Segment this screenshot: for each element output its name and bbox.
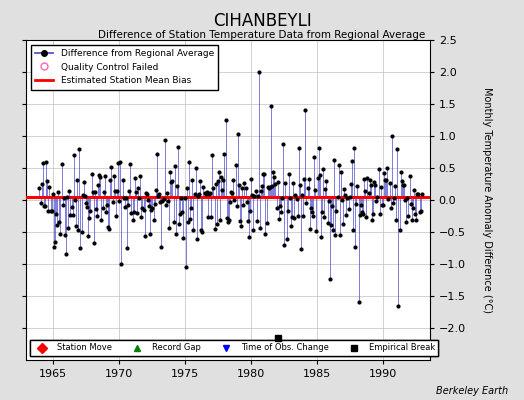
Text: Difference of Station Temperature Data from Regional Average: Difference of Station Temperature Data f…: [99, 30, 425, 40]
Text: CIHANBEYLI: CIHANBEYLI: [213, 12, 311, 30]
Text: Berkeley Earth: Berkeley Earth: [436, 386, 508, 396]
Y-axis label: Monthly Temperature Anomaly Difference (°C): Monthly Temperature Anomaly Difference (…: [483, 87, 493, 313]
Legend: Station Move, Record Gap, Time of Obs. Change, Empirical Break: Station Move, Record Gap, Time of Obs. C…: [30, 340, 439, 356]
